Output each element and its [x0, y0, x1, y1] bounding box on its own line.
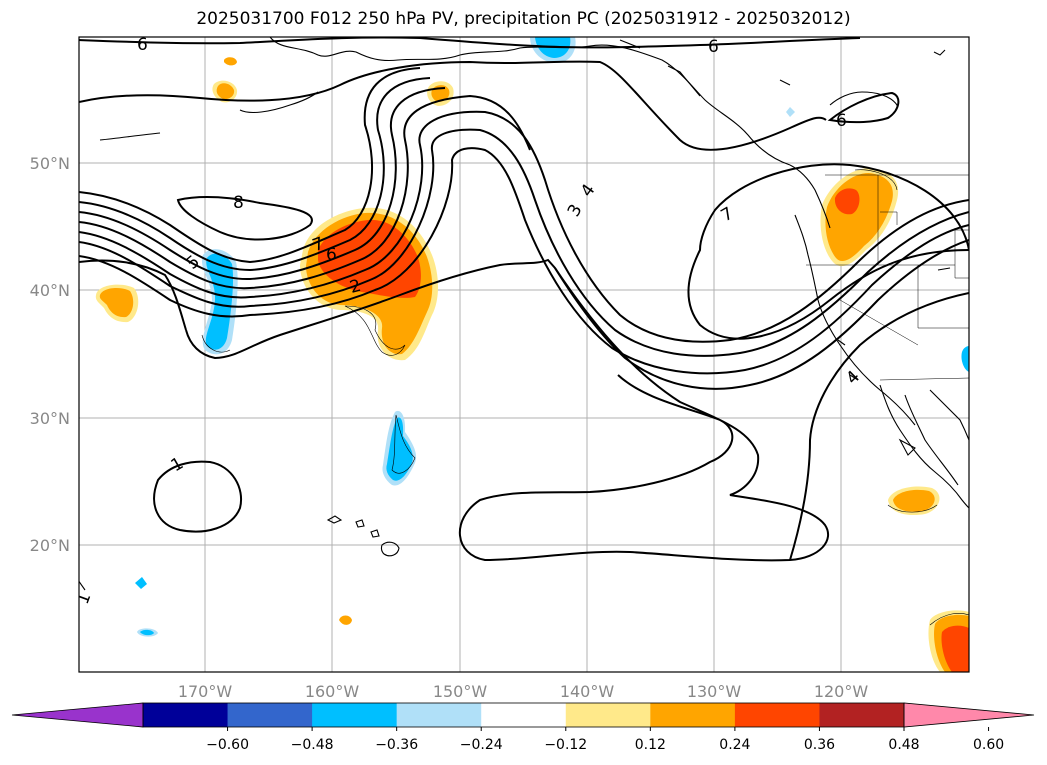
map-title: 2025031700 F012 250 hPa PV, precipitatio… — [196, 9, 851, 29]
precip-outlines — [201, 169, 969, 626]
pv-label: 6 — [836, 111, 847, 131]
lon-label: 130°W — [687, 682, 742, 701]
pv-contours — [79, 37, 969, 562]
map-area — [79, 37, 969, 672]
colorbar-tick-label: −0.24 — [460, 737, 503, 753]
colorbar-segment — [143, 703, 229, 727]
pv-label: 6 — [326, 245, 337, 265]
precip-positive-shading — [95, 57, 969, 672]
coast-baja — [879, 384, 969, 509]
colorbar-tick-label: −0.48 — [291, 737, 334, 753]
lat-tick-labels: 50°N 40°N 30°N 20°N — [30, 154, 70, 555]
pv-contour-6-north — [79, 37, 861, 49]
coast-us-west — [794, 214, 916, 426]
pv-label: 8 — [233, 193, 244, 213]
colorbar-segment — [396, 703, 482, 727]
coast-hawaii-big-island — [380, 541, 400, 557]
lon-label: 120°W — [814, 682, 869, 701]
coastlines — [79, 37, 969, 591]
coast-alaska — [269, 37, 791, 166]
colorbar-tick-label: 0.36 — [804, 737, 835, 753]
lon-label: 140°W — [560, 682, 615, 701]
pv-label: 6 — [137, 35, 148, 55]
lon-label: 150°W — [433, 682, 488, 701]
lat-label: 40°N — [30, 281, 70, 300]
coast-mexico — [929, 389, 969, 441]
lon-tick-labels: 170°W 160°W 150°W 140°W 130°W 120°W — [178, 682, 869, 701]
lat-label: 20°N — [30, 536, 70, 555]
colorbar-segment — [481, 703, 567, 727]
colorbar-segment — [227, 703, 313, 727]
colorbar-tick-label: 0.60 — [973, 737, 1004, 753]
colorbar: −0.60 −0.48 −0.36 −0.24 −0.12 0.12 0.24 0.36 0.4… — [11, 702, 1035, 753]
lon-label: 160°W — [305, 682, 360, 701]
colorbar-tick-label: −0.60 — [206, 737, 249, 753]
colorbar-extend-right — [904, 703, 1034, 727]
lon-label: 170°W — [178, 682, 233, 701]
lat-label: 50°N — [30, 154, 70, 173]
colorbar-tick-label: 0.24 — [719, 737, 750, 753]
colorbar-segment — [819, 703, 905, 727]
pv-label: 2 — [348, 276, 364, 298]
pv-contour-6-ne — [827, 91, 900, 124]
colorbar-segment — [650, 703, 736, 727]
colorbar-segment — [312, 703, 398, 727]
lat-label: 30°N — [30, 409, 70, 428]
colorbar-tick-label: 0.48 — [888, 737, 919, 753]
colorbar-tick-label: 0.12 — [635, 737, 666, 753]
colorbar-tick-label: −0.12 — [544, 737, 587, 753]
colorbar-tick-label: −0.36 — [375, 737, 418, 753]
colorbar-segment — [734, 703, 820, 727]
coast-bc — [789, 164, 831, 229]
colorbar-segment — [565, 703, 651, 727]
pv-contour-8 — [176, 196, 313, 241]
pv-contour-1-south — [458, 267, 830, 562]
map-frame — [78, 36, 970, 673]
pv-label: 6 — [708, 37, 719, 57]
pv-contour-1-west — [153, 460, 243, 533]
colorbar-extend-left — [12, 703, 143, 727]
